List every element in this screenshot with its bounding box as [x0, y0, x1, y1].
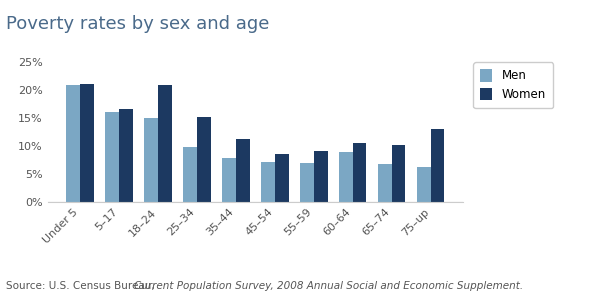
Bar	[300, 163, 314, 202]
Bar	[314, 151, 327, 202]
Bar	[158, 85, 172, 202]
Bar	[184, 147, 197, 202]
Bar	[105, 112, 119, 202]
Bar	[80, 84, 94, 202]
Bar	[144, 118, 158, 202]
Bar	[431, 129, 444, 202]
Bar	[339, 152, 353, 202]
Bar	[197, 117, 211, 202]
Bar	[222, 158, 236, 202]
Bar	[261, 162, 275, 202]
Bar	[275, 154, 289, 202]
Bar	[417, 167, 431, 202]
Bar	[236, 139, 249, 202]
Text: Source: U.S. Census Bureau,: Source: U.S. Census Bureau,	[6, 281, 158, 291]
Bar	[119, 110, 132, 202]
Bar	[353, 143, 366, 202]
Text: Poverty rates by sex and age: Poverty rates by sex and age	[6, 15, 269, 33]
Bar	[378, 164, 392, 202]
Bar	[67, 86, 80, 202]
Legend: Men, Women: Men, Women	[473, 62, 553, 108]
Text: Current Population Survey, 2008 Annual Social and Economic Supplement.: Current Population Survey, 2008 Annual S…	[134, 281, 523, 291]
Bar	[392, 145, 406, 202]
